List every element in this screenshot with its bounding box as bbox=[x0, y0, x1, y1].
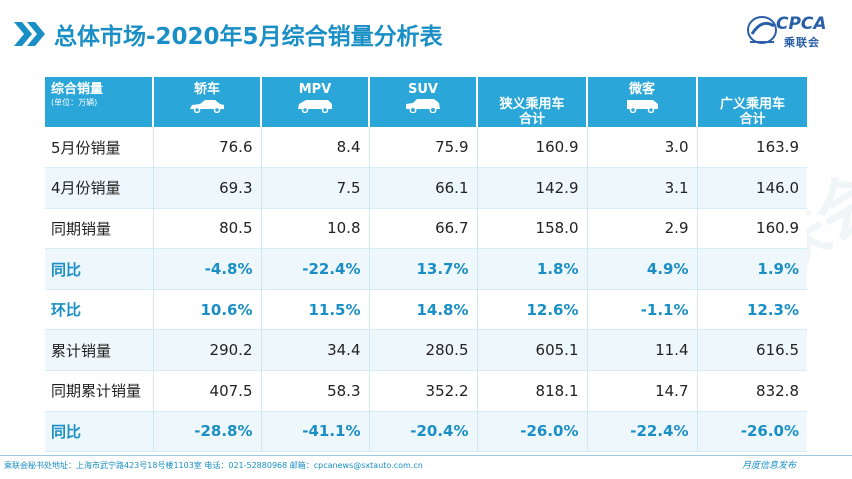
table-row: 环比 10.6% 11.5% 14.8% 12.6% -1.1% 12.3% bbox=[45, 289, 807, 330]
footer-divider bbox=[0, 455, 852, 456]
column-label: 狭义乘用车 合计 bbox=[499, 97, 565, 127]
table-cell: 66.7 bbox=[369, 208, 478, 249]
table-cell: 69.3 bbox=[153, 167, 262, 209]
logo-text: CPCA bbox=[776, 14, 827, 34]
table-cell: 3.1 bbox=[587, 167, 698, 209]
table-cell: 142.9 bbox=[477, 167, 588, 209]
sedan-icon bbox=[190, 100, 224, 113]
column-header-minivan: 微客 bbox=[587, 77, 698, 127]
table-cell: 76.6 bbox=[153, 127, 262, 168]
sales-table: 综合销量 (单位：万辆) 轿车 MPV bbox=[45, 77, 807, 452]
mpv-icon bbox=[298, 100, 332, 113]
table-cell: 7.5 bbox=[261, 167, 370, 209]
corner-label: 综合销量 bbox=[51, 82, 104, 97]
double-chevron-right-icon bbox=[14, 22, 45, 46]
column-header-mpv: MPV bbox=[261, 77, 370, 127]
table-cell: -28.8% bbox=[153, 411, 262, 452]
table-cell: -26.0% bbox=[697, 411, 807, 452]
row-label: 5月份销量 bbox=[45, 127, 154, 168]
table-cell: 158.0 bbox=[477, 208, 588, 249]
table-row: 同比 -28.8% -41.1% -20.4% -26.0% -22.4% -26.0% bbox=[45, 411, 807, 452]
table-cell: 12.3% bbox=[697, 289, 807, 330]
table-cell: 12.6% bbox=[477, 289, 588, 330]
footer-contact: 乘联会秘书处地址：上海市武宁路423号18号楼1103室 电话：021-5288… bbox=[4, 461, 423, 470]
table-cell: 1.8% bbox=[477, 248, 588, 290]
footer-tagline: 月度信息发布 bbox=[741, 461, 796, 471]
corner-header: 综合销量 (单位：万辆) bbox=[45, 77, 154, 127]
table-cell: -41.1% bbox=[261, 411, 370, 452]
table-cell: -26.0% bbox=[477, 411, 588, 452]
table-cell: 280.5 bbox=[369, 329, 478, 371]
table-cell: 4.9% bbox=[587, 248, 698, 290]
cpca-emblem-icon bbox=[747, 16, 777, 44]
table-row: 4月份销量 69.3 7.5 66.1 142.9 3.1 146.0 bbox=[45, 167, 807, 209]
title-bar: 总体市场-2020年5月综合销量分析表 bbox=[12, 14, 443, 54]
column-header-narrow-total: 狭义乘用车 合计 bbox=[477, 77, 588, 127]
table-row: 累计销量 290.2 34.4 280.5 605.1 11.4 616.5 bbox=[45, 329, 807, 371]
table-cell: 818.1 bbox=[477, 370, 588, 412]
table-cell: 616.5 bbox=[697, 329, 807, 371]
table-cell: 8.4 bbox=[261, 127, 370, 168]
row-label: 累计销量 bbox=[45, 329, 154, 371]
column-label: SUV bbox=[408, 82, 438, 97]
table-body: 5月份销量 76.6 8.4 75.9 160.9 3.0 163.9 4月份销量 69.3 7.… bbox=[45, 127, 807, 452]
unit-label: (单位：万辆) bbox=[51, 98, 98, 107]
row-label: 4月份销量 bbox=[45, 167, 154, 209]
row-label: 同比 bbox=[45, 411, 154, 452]
table-cell: -22.4% bbox=[261, 248, 370, 290]
table-cell: 3.0 bbox=[587, 127, 698, 168]
table-row: 同比 -4.8% -22.4% 13.7% 1.8% 4.9% 1.9% bbox=[45, 248, 807, 290]
logo-subtext: 乘联会 bbox=[784, 36, 820, 49]
table-cell: 407.5 bbox=[153, 370, 262, 412]
table-cell: 2.9 bbox=[587, 208, 698, 249]
table-cell: 10.6% bbox=[153, 289, 262, 330]
table-row: 同期销量 80.5 10.8 66.7 158.0 2.9 160.9 bbox=[45, 208, 807, 249]
row-label: 同期销量 bbox=[45, 208, 154, 249]
table-cell: 10.8 bbox=[261, 208, 370, 249]
table-row: 同期累计销量 407.5 58.3 352.2 818.1 14.7 832.8 bbox=[45, 370, 807, 412]
table-cell: 34.4 bbox=[261, 329, 370, 371]
table-cell: 163.9 bbox=[697, 127, 807, 168]
column-label: 广义乘用车 合计 bbox=[719, 97, 785, 127]
row-label: 环比 bbox=[45, 289, 154, 330]
table-cell: 11.5% bbox=[261, 289, 370, 330]
column-header-broad-total: 广义乘用车 合计 bbox=[697, 77, 807, 127]
table-cell: 352.2 bbox=[369, 370, 478, 412]
table-cell: 832.8 bbox=[697, 370, 807, 412]
table-cell: 14.7 bbox=[587, 370, 698, 412]
table-header-row: 综合销量 (单位：万辆) 轿车 MPV bbox=[45, 77, 807, 127]
table-cell: -4.8% bbox=[153, 248, 262, 290]
table-row: 5月份销量 76.6 8.4 75.9 160.9 3.0 163.9 bbox=[45, 127, 807, 168]
row-label: 同比 bbox=[45, 248, 154, 290]
table-cell: 13.7% bbox=[369, 248, 478, 290]
table-cell: 605.1 bbox=[477, 329, 588, 371]
page-title: 总体市场-2020年5月综合销量分析表 bbox=[54, 24, 443, 50]
table-cell: 160.9 bbox=[697, 208, 807, 249]
table-cell: 75.9 bbox=[369, 127, 478, 168]
table-cell: 11.4 bbox=[587, 329, 698, 371]
table-cell: 290.2 bbox=[153, 329, 262, 371]
column-header-suv: SUV bbox=[369, 77, 478, 127]
table-cell: 80.5 bbox=[153, 208, 262, 249]
table-cell: 160.9 bbox=[477, 127, 588, 168]
table-cell: 1.9% bbox=[697, 248, 807, 290]
column-label: 微客 bbox=[628, 82, 655, 97]
column-header-sedan: 轿车 bbox=[153, 77, 262, 127]
table-cell: 66.1 bbox=[369, 167, 478, 209]
column-label: MPV bbox=[298, 82, 332, 97]
row-label: 同期累计销量 bbox=[45, 370, 154, 412]
table-cell: 14.8% bbox=[369, 289, 478, 330]
suv-icon bbox=[406, 99, 440, 113]
table-cell: 58.3 bbox=[261, 370, 370, 412]
table-cell: -1.1% bbox=[587, 289, 698, 330]
cpca-logo: CPCA 乘联会 bbox=[746, 12, 836, 54]
table-cell: -20.4% bbox=[369, 411, 478, 452]
column-label: 轿车 bbox=[193, 82, 220, 97]
table-cell: 146.0 bbox=[697, 167, 807, 209]
minivan-icon bbox=[627, 100, 658, 113]
table-cell: -22.4% bbox=[587, 411, 698, 452]
